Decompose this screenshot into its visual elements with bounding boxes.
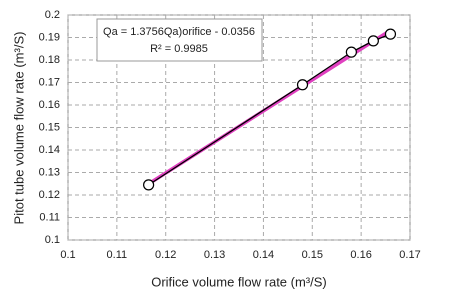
y-tick-label: 0.19 — [39, 31, 60, 43]
y-axis-title: Pitot tube volume flow rate (m³/S) — [11, 32, 26, 225]
r-squared: R² = 0.9985 — [150, 43, 208, 55]
x-axis-title: Orifice volume flow rate (m³/S) — [151, 274, 327, 289]
x-tick-label: 0.11 — [107, 249, 128, 261]
y-tick-label: 0.12 — [39, 189, 60, 201]
point — [367, 35, 379, 47]
annotation-box — [96, 18, 263, 62]
x-tick-label: 0.1 — [60, 249, 75, 261]
x-tick-label: 0.17 — [399, 249, 420, 261]
y-tick-label: 0.16 — [39, 99, 60, 111]
y-tick-label: 0.13 — [39, 166, 60, 178]
y-tick-label: 0.17 — [39, 76, 60, 88]
y-tick-label: 0.15 — [39, 121, 60, 133]
point — [345, 46, 357, 58]
x-tick-label: 0.14 — [253, 249, 274, 261]
y-tick-label: 0.11 — [39, 211, 60, 223]
x-tick-label: 0.12 — [155, 249, 176, 261]
point — [143, 179, 155, 191]
y-tick-label: 0.2 — [45, 9, 60, 21]
x-tick-label: 0.13 — [204, 249, 225, 261]
x-tick-label: 0.15 — [302, 249, 323, 261]
y-tick-label: 0.1 — [45, 234, 60, 246]
equation: Qa = 1.3756Qa)orifice - 0.0356 — [103, 26, 255, 38]
y-tick-label: 0.14 — [39, 144, 60, 156]
point — [296, 79, 309, 91]
point — [384, 28, 397, 40]
x-tick-label: 0.16 — [350, 249, 371, 261]
y-tick-label: 0.18 — [39, 54, 60, 66]
